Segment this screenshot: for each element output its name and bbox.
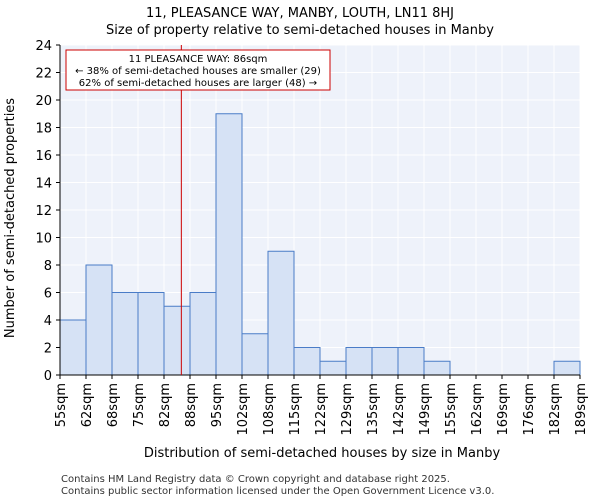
chart-subtitle: Size of property relative to semi-detach…	[106, 23, 494, 38]
x-tick-labels: 55sqm 62sqm 68sqm 75sqm 82sqm 88sqm 95sqm 102sq…	[54, 375, 589, 436]
annotation-line1: 11 PLEASANCE WAY: 86sqm	[129, 54, 268, 65]
footer-line2: Contains public sector information licen…	[61, 486, 494, 497]
annotation-line2: ← 38% of semi-detached houses are smalle…	[75, 66, 321, 77]
x-tick-label: 162sqm	[470, 383, 485, 436]
bar	[319, 360, 347, 376]
y-tick-label: 22	[35, 67, 52, 82]
x-tick-label: 82sqm	[158, 383, 173, 427]
y-tick-label: 8	[44, 259, 52, 274]
y-tick-label: 16	[35, 149, 52, 164]
x-tick-label: 176sqm	[522, 383, 537, 436]
bar	[215, 113, 243, 376]
x-tick-label: 129sqm	[340, 383, 355, 436]
x-tick-label: 122sqm	[314, 383, 329, 436]
x-tick-label: 149sqm	[418, 383, 433, 436]
annotation-box: 11 PLEASANCE WAY: 86sqm ← 38% of semi-de…	[65, 49, 331, 91]
x-tick-label: 55sqm	[54, 383, 69, 427]
bar	[293, 347, 321, 376]
y-tick-label: 20	[35, 94, 52, 109]
x-tick-label: 68sqm	[106, 383, 121, 427]
bar	[189, 292, 217, 376]
x-tick-label: 75sqm	[132, 383, 147, 427]
bar	[85, 264, 113, 376]
y-tick-label: 24	[35, 39, 52, 54]
bar	[397, 347, 425, 376]
chart-title: 11, PLEASANCE WAY, MANBY, LOUTH, LN11 8H…	[146, 6, 454, 21]
x-tick-label: 102sqm	[236, 383, 251, 436]
x-tick-label: 182sqm	[548, 383, 563, 436]
x-tick-label: 169sqm	[496, 383, 511, 436]
bars	[59, 113, 581, 376]
x-tick-label: 62sqm	[80, 383, 95, 427]
footer-line1: Contains HM Land Registry data © Crown c…	[61, 474, 450, 485]
bar	[241, 333, 269, 376]
y-tick-label: 0	[44, 369, 52, 384]
y-axis-label: Number of semi-detached properties	[3, 98, 18, 338]
y-tick-label: 4	[44, 314, 52, 329]
x-axis-label: Distribution of semi-detached houses by …	[144, 446, 501, 461]
x-tick-label: 108sqm	[262, 383, 277, 436]
bar	[59, 319, 87, 376]
y-tick-label: 10	[35, 232, 52, 247]
x-tick-label: 88sqm	[184, 383, 199, 427]
bar	[137, 292, 165, 376]
bar	[267, 250, 295, 376]
bar	[553, 360, 581, 376]
bar	[345, 347, 373, 376]
bar	[163, 305, 191, 376]
bar	[423, 360, 451, 376]
bar	[111, 292, 139, 376]
bar	[371, 347, 399, 376]
y-tick-label: 18	[35, 122, 52, 137]
annotation-line3: 62% of semi-detached houses are larger (…	[79, 78, 317, 89]
x-tick-label: 142sqm	[392, 383, 407, 436]
x-tick-label: 95sqm	[210, 383, 225, 427]
x-tick-label: 115sqm	[288, 383, 303, 436]
x-tick-label: 135sqm	[366, 383, 381, 436]
y-tick-label: 6	[44, 287, 52, 302]
y-tick-label: 14	[35, 177, 52, 192]
y-tick-label: 12	[35, 204, 52, 219]
x-tick-label: 155sqm	[444, 383, 459, 436]
y-tick-label: 2	[44, 342, 52, 357]
x-tick-label: 189sqm	[574, 383, 589, 436]
